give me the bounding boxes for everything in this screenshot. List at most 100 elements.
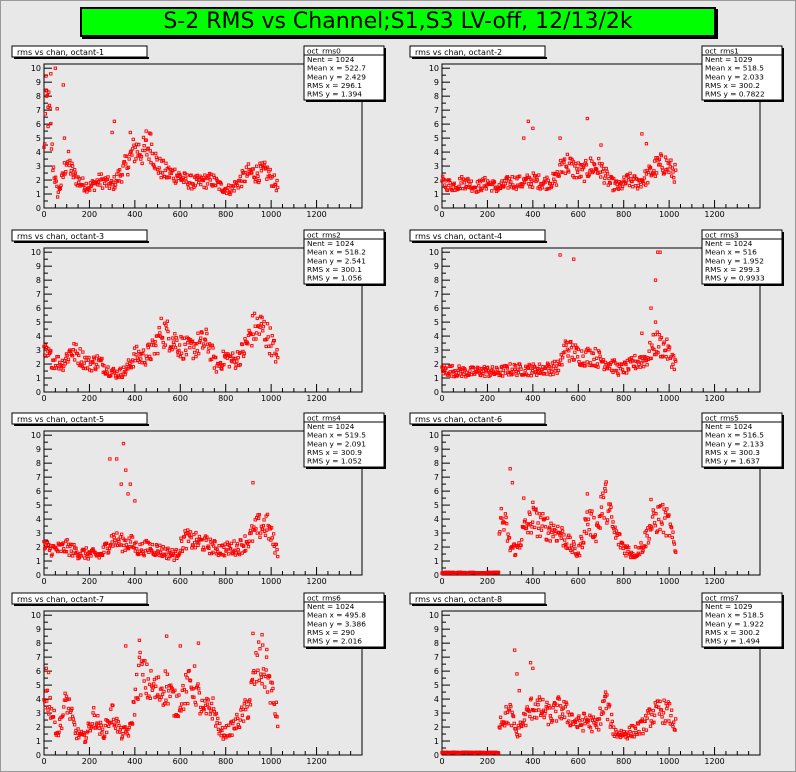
- data-point: [43, 112, 48, 116]
- data-point: [592, 516, 596, 520]
- data-point: [88, 188, 92, 192]
- data-point: [68, 158, 72, 163]
- data-point: [529, 374, 533, 378]
- data-point: [234, 180, 238, 185]
- data-point: [242, 351, 246, 355]
- y-tick-label: 6: [36, 487, 41, 496]
- data-point: [667, 719, 671, 723]
- y-tick-label: 10: [31, 611, 41, 620]
- data-point: [568, 535, 572, 540]
- data-point: [48, 695, 52, 700]
- data-point: [276, 185, 280, 190]
- data-point: [82, 733, 86, 737]
- data-point: [650, 343, 654, 347]
- data-point: [600, 162, 604, 166]
- data-point: [633, 353, 637, 358]
- data-point: [271, 686, 275, 691]
- data-point: [165, 634, 169, 638]
- data-point: [258, 535, 262, 539]
- data-point: [157, 325, 161, 330]
- y-tick-label: 5: [36, 501, 41, 510]
- data-point: [599, 143, 603, 147]
- data-point: [232, 189, 236, 193]
- data-point: [117, 539, 121, 543]
- data-point: [142, 143, 146, 148]
- data-point: [229, 547, 233, 551]
- data-point: [115, 172, 119, 176]
- data-point: [238, 363, 242, 367]
- x-tick-label: 800: [616, 757, 631, 766]
- data-point: [496, 751, 501, 755]
- data-point: [167, 175, 172, 180]
- data-point: [506, 532, 510, 536]
- data-point: [236, 356, 240, 360]
- data-point: [452, 181, 456, 185]
- data-point: [576, 161, 580, 165]
- data-point: [214, 176, 219, 181]
- data-point: [501, 720, 505, 724]
- data-point: [641, 549, 645, 553]
- stats-rms-y: RMS y = 0.9933: [705, 274, 765, 283]
- pad-title-box: rms vs chan, octant-2: [409, 45, 547, 59]
- data-point: [514, 729, 518, 733]
- x-tick-label: 800: [218, 394, 233, 403]
- data-point: [513, 648, 517, 652]
- data-point: [69, 169, 73, 173]
- data-point: [229, 541, 234, 545]
- x-tick-label: 0: [439, 577, 444, 586]
- data-point: [126, 734, 131, 738]
- data-point: [258, 647, 262, 651]
- data-point: [54, 179, 58, 183]
- data-point: [672, 367, 677, 372]
- data-point: [152, 163, 156, 167]
- y-tick-label: 6: [434, 120, 439, 129]
- data-point: [73, 171, 77, 175]
- data-point: [192, 350, 197, 355]
- data-point: [541, 512, 545, 516]
- data-point: [504, 705, 508, 709]
- data-point: [238, 718, 242, 722]
- x-tick-label: 600: [173, 210, 188, 219]
- data-point: [563, 538, 567, 542]
- data-point: [620, 367, 625, 372]
- y-tick-label: 2: [434, 176, 439, 185]
- data-point: [579, 174, 583, 179]
- y-tick-label: 4: [36, 695, 41, 704]
- data-point: [656, 351, 660, 355]
- data-point: [167, 689, 171, 693]
- data-point: [669, 708, 674, 712]
- data-point: [186, 539, 191, 543]
- data-point: [257, 332, 261, 336]
- data-point: [65, 353, 69, 358]
- data-point: [219, 182, 223, 186]
- data-point: [580, 536, 584, 541]
- data-point: [175, 714, 180, 718]
- data-point: [517, 689, 521, 693]
- data-point: [270, 681, 274, 685]
- data-point: [619, 362, 623, 366]
- data-point: [149, 357, 153, 362]
- data-point: [582, 541, 586, 545]
- data-point: [562, 533, 566, 537]
- data-point: [177, 693, 181, 697]
- y-tick-label: 2: [36, 360, 41, 369]
- data-point: [167, 337, 171, 341]
- data-point: [256, 174, 260, 178]
- data-point: [134, 352, 138, 357]
- data-point: [190, 340, 194, 344]
- data-point: [458, 176, 462, 181]
- data-point: [273, 551, 277, 555]
- data-point: [616, 371, 620, 376]
- data-point: [624, 362, 628, 367]
- data-point: [147, 682, 152, 687]
- data-point: [134, 540, 138, 545]
- data-point: [555, 539, 559, 543]
- data-point: [513, 364, 518, 368]
- data-point: [124, 644, 128, 648]
- data-point: [56, 190, 60, 194]
- data-point: [633, 545, 638, 549]
- data-point: [577, 167, 581, 171]
- data-point: [657, 333, 662, 337]
- data-point: [116, 720, 120, 724]
- data-point: [59, 183, 63, 187]
